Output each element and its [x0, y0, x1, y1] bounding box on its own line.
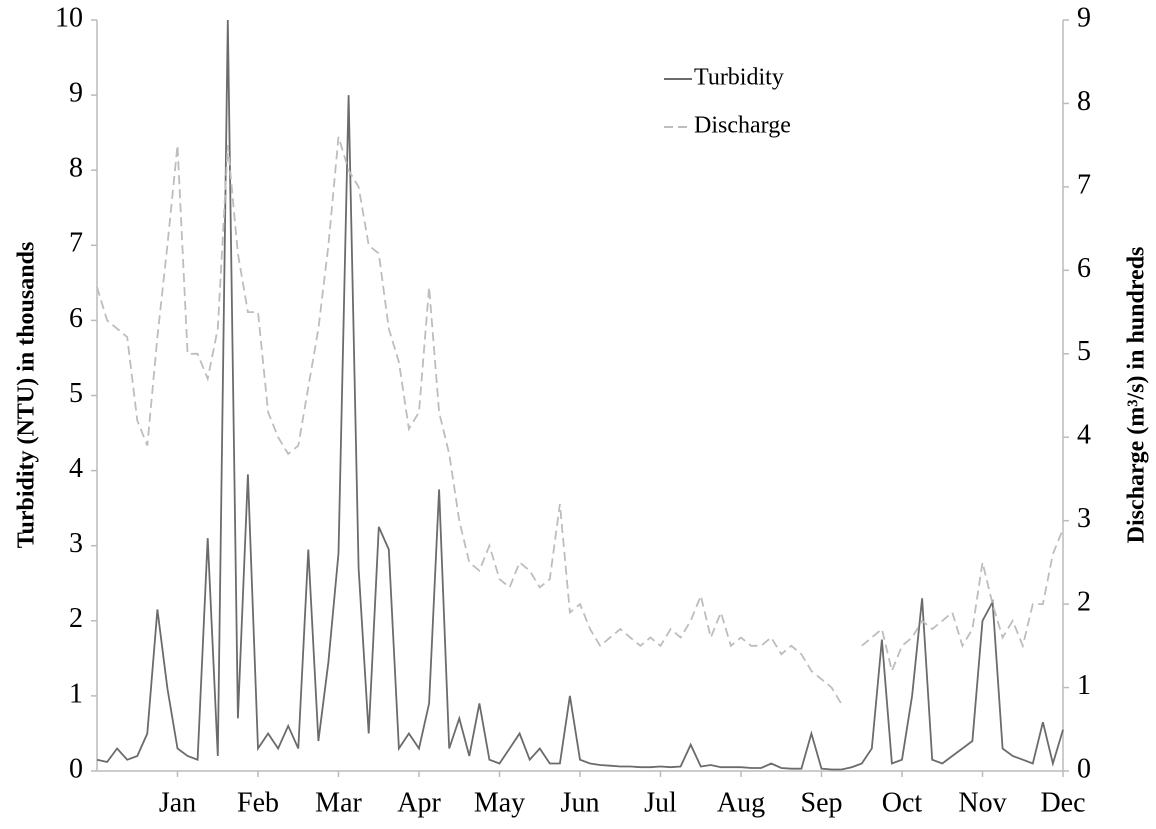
x-tick-label: Feb: [237, 787, 279, 818]
x-tick-label: Jul: [644, 787, 677, 818]
x-tick-label: Apr: [397, 787, 441, 818]
x-tick-label: Sep: [801, 787, 843, 818]
y2-tick-label: 6: [1077, 253, 1091, 284]
y2-tick-label: 3: [1077, 503, 1091, 534]
x-tick-label: Oct: [882, 787, 923, 818]
y-tick-label: 4: [69, 453, 83, 484]
y2-tick-label: 2: [1077, 587, 1091, 618]
y-tick-label: 10: [55, 2, 83, 33]
y2-tick-label: 7: [1077, 169, 1091, 200]
series-line: [96, 19, 1064, 771]
y-tick-label: 1: [69, 678, 83, 709]
y-tick-label: 6: [69, 303, 83, 334]
y-tick-label: 5: [69, 378, 83, 409]
y-tick-label: 7: [69, 228, 83, 259]
legend-label: Discharge: [694, 113, 791, 139]
x-tick-label: Dec: [1040, 787, 1085, 818]
series-line: [861, 528, 1064, 674]
x-tick-label: Aug: [717, 787, 765, 818]
y-tick-label: 2: [69, 603, 83, 634]
y2-tick-label: 8: [1077, 86, 1091, 117]
y2-tick-label: 1: [1077, 670, 1091, 701]
y2-tick-label: 5: [1077, 336, 1091, 367]
x-tick-label: Mar: [315, 787, 362, 818]
x-tick-label: Jan: [159, 787, 196, 818]
y-axis-title: Turbidity (NTU) in thousands: [14, 242, 40, 549]
y-tick-label: 9: [69, 78, 83, 109]
legend-label: Turbidity: [694, 65, 784, 91]
y-tick-label: 0: [69, 753, 83, 784]
x-tick-label: May: [474, 787, 525, 818]
y2-tick-label: 9: [1077, 2, 1091, 33]
x-tick-label: Jun: [561, 787, 600, 818]
y-tick-label: 8: [69, 153, 83, 184]
y2-tick-label: 4: [1077, 420, 1091, 451]
x-tick-label: Nov: [958, 787, 1006, 818]
series-line: [96, 136, 843, 705]
y-tick-label: 3: [69, 528, 83, 559]
y2-tick-label: 0: [1077, 753, 1091, 784]
y2-axis-title: Discharge (m³/s) in hundreds: [1124, 247, 1150, 544]
